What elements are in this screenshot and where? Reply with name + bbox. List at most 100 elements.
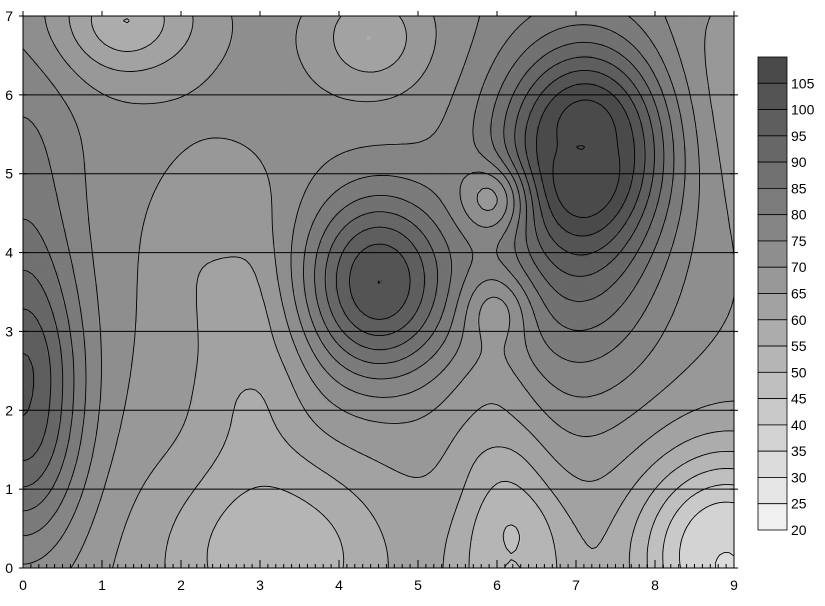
contour-cell <box>406 102 411 108</box>
contour-cell <box>94 43 99 49</box>
contour-cell <box>66 83 71 88</box>
contour-cell <box>481 27 486 33</box>
contour-cell <box>674 31 680 37</box>
contour-cell <box>449 98 455 104</box>
contour-cell <box>576 94 581 100</box>
contour-cell <box>350 51 356 57</box>
contour-cell <box>46 110 52 116</box>
contour-cell <box>54 79 60 84</box>
contour-cell <box>698 94 703 100</box>
contour-cell <box>524 23 530 29</box>
contour-cell <box>576 35 581 41</box>
contour-cell <box>398 90 403 96</box>
contour-cell <box>504 47 510 53</box>
contour-cell <box>710 39 715 45</box>
contour-cell <box>718 39 723 45</box>
contour-cell <box>587 118 593 124</box>
contour-cell <box>62 47 68 53</box>
contour-cell <box>718 118 723 124</box>
contour-cell <box>105 86 111 92</box>
contour-cell <box>370 35 376 41</box>
contour-cell <box>70 63 75 68</box>
contour-cell <box>354 16 360 21</box>
contour-cell <box>572 67 577 72</box>
contour-cell <box>78 94 83 100</box>
contour-cell <box>449 23 455 29</box>
contour-cell <box>350 67 356 72</box>
contour-cell <box>611 43 617 49</box>
contour-cell <box>512 16 518 21</box>
contour-cell <box>208 35 214 41</box>
contour-cell <box>718 51 723 57</box>
contour-cell <box>125 90 131 96</box>
contour-cell <box>102 63 107 68</box>
contour-cell <box>319 47 324 53</box>
contour-cell <box>477 79 482 84</box>
contour-cell <box>141 122 147 127</box>
contour-cell <box>512 98 518 104</box>
contour-cell <box>105 51 111 57</box>
contour-cell <box>192 35 198 41</box>
contour-cell <box>714 86 719 92</box>
contour-cell <box>560 86 565 92</box>
contour-cell <box>445 102 451 108</box>
contour-cell <box>173 63 178 68</box>
contour-cell <box>279 114 285 120</box>
contour-cell <box>248 23 253 29</box>
contour-cell <box>315 71 320 76</box>
contour-cell <box>161 16 166 21</box>
contour-cell <box>512 35 518 41</box>
contour-cell <box>204 98 210 104</box>
contour-cell <box>260 106 265 112</box>
contour-cell <box>350 110 356 116</box>
contour-cell <box>192 83 198 88</box>
contour-cell <box>714 31 719 37</box>
contour-cell <box>34 94 40 100</box>
contour-cell <box>82 118 87 124</box>
contour-cell <box>121 79 127 84</box>
contour-cell <box>528 75 534 80</box>
contour-cell <box>74 110 79 116</box>
contour-cell <box>26 90 32 96</box>
contour-cell <box>406 35 411 41</box>
contour-cell <box>121 71 127 76</box>
contour-cell <box>252 19 257 25</box>
contour-cell <box>105 98 111 104</box>
contour-cell <box>564 23 569 29</box>
contour-cell <box>670 86 676 92</box>
contour-cell <box>568 31 573 37</box>
contour-cell <box>714 102 719 108</box>
contour-cell <box>271 47 277 53</box>
contour-cell <box>730 59 734 64</box>
contour-cell <box>323 114 328 120</box>
contour-cell <box>307 79 312 84</box>
contour-cell <box>346 106 352 112</box>
contour-cell <box>536 67 542 72</box>
contour-cell <box>366 106 372 112</box>
contour-cell <box>500 59 506 64</box>
contour-cell <box>453 23 459 29</box>
contour-cell <box>62 94 68 100</box>
contour-cell <box>307 47 312 53</box>
contour-cell <box>465 118 470 124</box>
contour-cell <box>516 122 522 127</box>
contour-cell <box>58 118 64 124</box>
contour-cell <box>86 35 91 41</box>
contour-cell <box>342 98 348 104</box>
contour-cell <box>437 86 443 92</box>
contour-cell <box>62 35 68 41</box>
contour-cell <box>208 102 214 108</box>
contour-cell <box>78 102 83 108</box>
contour-cell <box>188 51 194 57</box>
contour-cell <box>366 90 372 96</box>
contour-cell <box>26 43 32 49</box>
contour-cell <box>157 39 162 45</box>
contour-cell <box>398 106 403 112</box>
contour-cell <box>30 86 36 92</box>
contour-cell <box>366 23 372 29</box>
contour-cell <box>414 122 419 127</box>
contour-cell <box>572 51 577 57</box>
contour-cell <box>643 31 648 37</box>
contour-cell <box>105 63 111 68</box>
contour-cell <box>583 63 589 68</box>
